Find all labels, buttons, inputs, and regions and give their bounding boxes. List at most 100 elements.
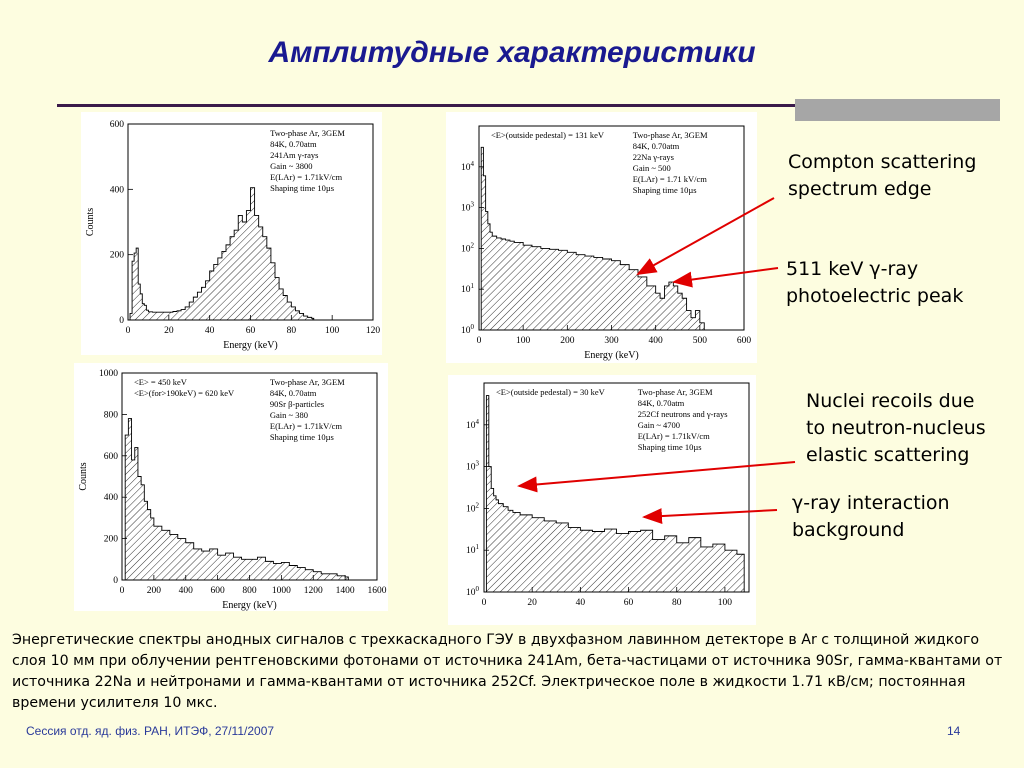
plot-frame (483, 382, 750, 593)
x-tick-label: 200 (560, 336, 575, 346)
chart-sr90: 0 200 400 600 800 1000 1200 1400 1600 0 200 400 600 8… (74, 363, 388, 611)
legend-line: 241Am γ-rays (270, 150, 318, 160)
y-tick-label: 100 (466, 585, 480, 598)
legend-line: Shaping time 10µs (270, 183, 334, 193)
annotation-line: to neutron-nucleus (806, 417, 986, 439)
y-tick-label: 200 (104, 535, 119, 545)
x-tick-label: 400 (179, 586, 194, 596)
x-tick-label: 80 (672, 598, 682, 608)
histogram-series (484, 395, 747, 593)
y-tick-label: 102 (466, 501, 480, 514)
y-tick-label: 1000 (99, 369, 118, 379)
x-tick-label: 400 (649, 336, 664, 346)
legend-line: 22Na γ-rays (633, 152, 674, 162)
legend-line: Two-phase Ar, 3GEM (270, 377, 345, 387)
legend-line: E(LAr) = 1.71kV/cm (638, 431, 710, 441)
x-axis-label: Energy (keV) (584, 350, 639, 361)
x-tick-label: 20 (164, 326, 174, 336)
slide-title: Амплитудные характеристики (268, 36, 756, 69)
legend-line: Shaping time 10µs (638, 442, 702, 452)
legend-line: Two-phase Ar, 3GEM (633, 130, 708, 140)
x-tick-label: 20 (527, 598, 537, 608)
y-tick-label: 0 (119, 316, 124, 326)
y-tick-label: 103 (461, 201, 475, 214)
legend-line: Gain ~ 380 (270, 410, 308, 420)
slide-caption: Энергетические спектры анодных сигналов … (12, 632, 1003, 711)
legend-line: 84K, 0.70atm (633, 141, 680, 151)
x-tick-label: 200 (147, 586, 162, 596)
x-tick-label: 40 (576, 598, 586, 608)
x-tick-label: 80 (287, 326, 297, 336)
annotation-compton: Compton scattering spectrum edge (788, 149, 976, 203)
y-tick-label: 600 (104, 452, 119, 462)
y-tick-label: 400 (110, 185, 125, 195)
annotation-line: Compton scattering (788, 151, 977, 173)
x-tick-label: 1400 (336, 586, 355, 596)
legend-line: Shaping time 10µs (633, 185, 697, 195)
x-tick-label: 600 (737, 336, 752, 346)
legend-line: Gain ~ 500 (633, 163, 671, 173)
y-tick-label: 104 (461, 160, 475, 173)
slide-footer: Сессия отд. яд. физ. РАН, ИТЭФ, 27/11/20… (26, 724, 275, 738)
x-tick-label: 1000 (272, 586, 291, 596)
legend-line: Gain ~ 4700 (638, 420, 680, 430)
legend-line: E(LAr) = 1.71 kV/cm (633, 174, 708, 184)
x-tick-label: 100 (325, 326, 340, 336)
x-tick-label: 100 (516, 336, 531, 346)
chart-annotation: <E>(for>190keV) = 620 keV (134, 388, 235, 398)
x-tick-label: 120 (366, 326, 381, 336)
histogram-series (122, 418, 351, 581)
annotation-line: spectrum edge (788, 178, 932, 200)
legend-line: 84K, 0.70atm (270, 388, 317, 398)
x-tick-label: 0 (482, 598, 487, 608)
y-tick-label: 104 (466, 418, 480, 431)
x-tick-label: 60 (246, 326, 256, 336)
annotation-line: elastic scattering (806, 444, 970, 466)
annotation-nuclei: Nuclei recoils due to neutron-nucleus el… (806, 388, 986, 469)
legend-line: 84K, 0.70atm (270, 139, 317, 149)
y-axis-label: Counts (78, 462, 89, 490)
annotation-line: Nuclei recoils due (806, 390, 975, 412)
x-tick-label: 300 (604, 336, 619, 346)
x-tick-label: 600 (211, 586, 226, 596)
y-tick-label: 0 (113, 576, 118, 586)
chart-annotation: <E> = 450 keV (134, 377, 188, 387)
annotation-line: 511 keV γ-ray (786, 258, 919, 280)
y-tick-label: 103 (466, 460, 480, 473)
y-tick-label: 800 (104, 410, 119, 420)
y-tick-label: 100 (461, 323, 475, 336)
annotation-line: photoelectric peak (786, 285, 964, 307)
x-tick-label: 0 (126, 326, 131, 336)
annotation-gamma-bg: γ-ray interaction background (792, 490, 950, 544)
annotation-511kev: 511 keV γ-ray photoelectric peak (786, 256, 963, 310)
legend-line: Shaping time 10µs (270, 432, 334, 442)
decorative-box (795, 99, 1000, 121)
chart-annotation: <E>(outside pedestal) = 30 keV (496, 387, 606, 397)
title-underline (57, 104, 987, 107)
legend-line: Gain ~ 3800 (270, 161, 312, 171)
y-tick-label: 200 (110, 251, 125, 261)
x-axis-label: Energy (keV) (222, 600, 277, 611)
y-tick-label: 400 (104, 493, 119, 503)
x-tick-label: 0 (477, 336, 482, 346)
y-tick-label: 101 (461, 282, 475, 295)
x-tick-label: 800 (242, 586, 257, 596)
legend-line: Two-phase Ar, 3GEM (270, 128, 345, 138)
annotation-line: background (792, 519, 905, 541)
y-tick-label: 102 (461, 241, 475, 254)
y-tick-label: 101 (466, 543, 480, 556)
page-number: 14 (947, 724, 961, 738)
legend-line: E(LAr) = 1.71kV/cm (270, 421, 342, 431)
x-tick-label: 1200 (304, 586, 323, 596)
annotation-line: γ-ray interaction (792, 492, 950, 514)
histogram-series (479, 146, 707, 331)
legend-line: E(LAr) = 1.71kV/cm (270, 172, 342, 182)
x-tick-label: 500 (693, 336, 708, 346)
y-axis-label: Counts (85, 208, 96, 236)
legend-line: 252Cf neutrons and γ-rays (638, 409, 728, 419)
legend-line: 90Sr β-particles (270, 399, 324, 409)
x-tick-label: 40 (205, 326, 215, 336)
chart-annotation: <E>(outside pedestal) = 131 keV (491, 130, 605, 140)
x-tick-label: 0 (120, 586, 125, 596)
legend-line: 84K, 0.70atm (638, 398, 685, 408)
